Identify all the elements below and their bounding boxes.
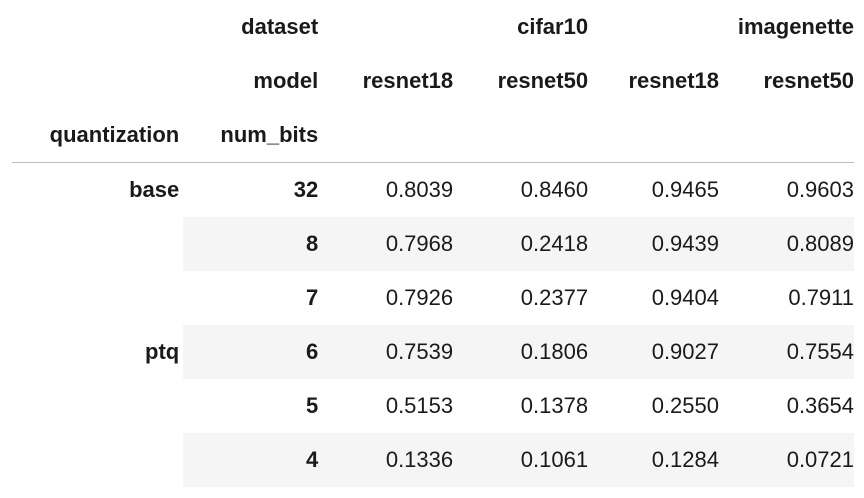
table-row: ptq 8 0.7968 0.2418 0.9439 0.8089 (12, 217, 854, 487)
value-cell: 0.9404 (651, 285, 719, 310)
header-spacer (12, 54, 183, 108)
header-spacer (12, 0, 183, 54)
value-cell: 0.5153 (385, 393, 454, 418)
value-cell: 0.1061 (453, 433, 589, 487)
value-cell: 0.9439 (588, 217, 719, 271)
value-cell: 0.7968 (322, 217, 454, 271)
value-cell: 0.1806 (453, 325, 589, 379)
model-column-header: resnet50 (497, 68, 589, 93)
dataset-group-header: imagenette (737, 14, 854, 39)
quantization-group-label: base (129, 177, 180, 202)
value-cell: 0.8460 (520, 177, 589, 202)
dataset-group-header: cifar10 (517, 14, 589, 39)
value-cell: 0.7911 (788, 285, 854, 310)
header-row-index-names: quantization num_bits (12, 108, 854, 163)
table-row: 5 0.5153 0.1378 0.2550 0.3654 (12, 379, 854, 433)
value-cell: 0.3654 (786, 393, 854, 418)
value-cell: 0.7539 (322, 325, 454, 379)
value-cell: 0.9603 (786, 177, 854, 202)
value-cell: 0.2418 (453, 217, 589, 271)
value-cell: 0.9027 (588, 325, 719, 379)
value-cell: 0.2377 (520, 285, 589, 310)
header-spacer (588, 108, 719, 163)
quantization-group-label: ptq (12, 217, 184, 487)
table-body: base 32 0.8039 0.8460 0.9465 0.9603 ptq … (12, 163, 854, 487)
dataset-header-label: dataset (241, 14, 319, 39)
index-name-quantization: quantization (12, 108, 184, 163)
value-cell: 0.1378 (520, 393, 589, 418)
header-spacer (719, 108, 854, 163)
header-row-dataset: dataset cifar10 imagenette (12, 0, 854, 54)
value-cell: 0.8089 (719, 217, 854, 271)
header-spacer (453, 108, 589, 163)
value-cell: 0.2550 (651, 393, 719, 418)
value-cell: 0.8039 (385, 177, 454, 202)
table-row: 6 0.7539 0.1806 0.9027 0.7554 (12, 325, 854, 379)
value-cell: 0.0721 (719, 433, 854, 487)
num-bits-cell: 5 (305, 393, 319, 418)
model-header-label: model (253, 68, 319, 93)
results-table: dataset cifar10 imagenette model resnet1… (12, 0, 854, 487)
value-cell: 0.9465 (651, 177, 719, 202)
model-column-header: resnet50 (763, 68, 854, 93)
value-cell: 0.7926 (385, 285, 454, 310)
table-row: 7 0.7926 0.2377 0.9404 0.7911 (12, 271, 854, 325)
header-row-model: model resnet18 resnet50 resnet18 resnet5… (12, 54, 854, 108)
num-bits-cell: 32 (293, 177, 319, 202)
model-column-header: resnet18 (628, 68, 719, 93)
header-spacer (322, 108, 454, 163)
table-row: 4 0.1336 0.1061 0.1284 0.0721 (12, 433, 854, 487)
num-bits-cell: 4 (183, 433, 323, 487)
value-cell: 0.1284 (588, 433, 719, 487)
index-name-num-bits: num_bits (183, 108, 323, 163)
value-cell: 0.1336 (322, 433, 454, 487)
table-header: dataset cifar10 imagenette model resnet1… (12, 0, 854, 163)
model-column-header: resnet18 (362, 68, 454, 93)
num-bits-cell: 7 (305, 285, 319, 310)
num-bits-cell: 6 (183, 325, 323, 379)
table-row: base 32 0.8039 0.8460 0.9465 0.9603 (12, 163, 854, 218)
value-cell: 0.7554 (719, 325, 854, 379)
num-bits-cell: 8 (183, 217, 323, 271)
